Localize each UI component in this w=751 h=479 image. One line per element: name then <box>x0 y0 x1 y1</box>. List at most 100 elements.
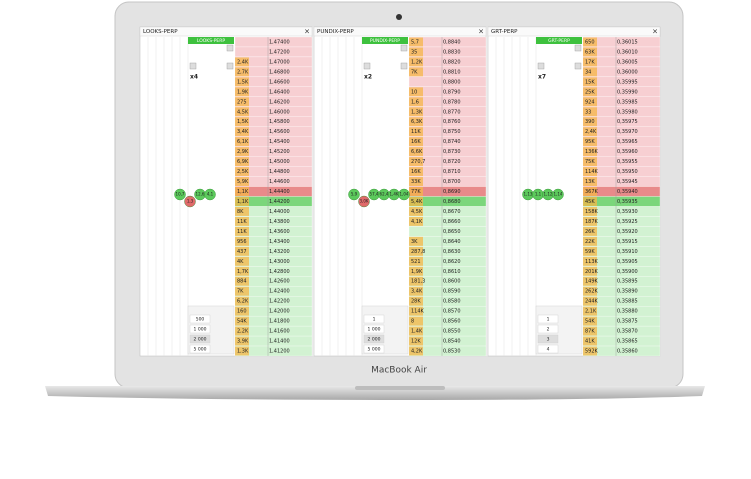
volume: 2,9K <box>237 149 249 155</box>
price: 0,35945 <box>617 179 638 185</box>
price: 0,35920 <box>617 229 638 235</box>
size-button[interactable] <box>537 334 559 344</box>
size-label: 1 000 <box>368 327 381 333</box>
volume-bar <box>583 246 597 256</box>
price: 0,8840 <box>443 39 461 45</box>
price: 1,47000 <box>269 59 290 65</box>
volume-bar <box>583 87 597 97</box>
price: 1,41600 <box>269 329 290 335</box>
volume: 2,5K <box>237 169 249 175</box>
trade-bubble-label: 62,4 <box>380 192 389 197</box>
volume-bar <box>235 316 249 326</box>
volume: 8 <box>411 319 414 325</box>
price: 0,35900 <box>617 269 638 275</box>
volume: 4K <box>237 259 244 265</box>
volume: 4,5K <box>411 209 423 215</box>
volume-bar <box>235 157 249 167</box>
volume: 26K <box>585 229 595 235</box>
volume-bar <box>583 296 597 306</box>
size-button[interactable] <box>537 344 559 354</box>
price: 0,35980 <box>617 109 638 115</box>
size-button[interactable] <box>537 324 559 334</box>
volume-bar <box>409 47 423 57</box>
volume: 201K <box>585 269 599 275</box>
chart-button[interactable] <box>363 62 371 70</box>
volume-bar <box>235 286 249 296</box>
symbol-badge <box>362 37 408 44</box>
volume-bar <box>583 127 597 137</box>
size-button[interactable] <box>189 344 211 354</box>
volume: 275 <box>237 99 247 105</box>
price: 1,43200 <box>269 249 290 255</box>
volume: 1,1K <box>237 199 249 205</box>
size-button[interactable] <box>189 324 211 334</box>
size-button[interactable] <box>363 334 385 344</box>
price: 0,35865 <box>617 339 638 345</box>
volume: 4,2K <box>411 349 423 355</box>
percent-button[interactable] <box>574 62 582 70</box>
size-button[interactable] <box>363 314 385 324</box>
price: 0,35895 <box>617 279 638 285</box>
price: 0,35885 <box>617 299 638 305</box>
price: 0,8770 <box>443 109 461 115</box>
volume: 2,4K <box>237 59 249 65</box>
price: 1,42200 <box>269 299 290 305</box>
price: 0,8690 <box>443 189 461 195</box>
volume: 650 <box>585 39 595 45</box>
size-button[interactable] <box>363 324 385 334</box>
settings-button[interactable] <box>226 44 234 52</box>
price: 1,42400 <box>269 289 290 295</box>
volume: 262K <box>585 289 599 295</box>
volume-bar <box>583 266 597 276</box>
volume: 1,9K <box>237 89 249 95</box>
percent-button[interactable] <box>400 62 408 70</box>
price: 1,45000 <box>269 159 290 165</box>
volume: 114K <box>585 169 599 175</box>
price: 1,44200 <box>269 199 290 205</box>
price: 1,43600 <box>269 229 290 235</box>
price: 0,8700 <box>443 179 461 185</box>
price: 1,44000 <box>269 209 290 215</box>
size-button[interactable] <box>189 314 211 324</box>
settings-button[interactable] <box>574 44 582 52</box>
volume-bar <box>583 336 597 346</box>
price: 0,35910 <box>617 249 638 255</box>
panel-title: GRT-PERP <box>491 29 518 35</box>
volume: 1,9K <box>411 269 423 275</box>
volume-bar <box>235 216 249 226</box>
size-button[interactable] <box>537 314 559 324</box>
trade-bubble-label: 10,7 <box>176 192 185 197</box>
device-label: MacBook Air <box>371 366 427 376</box>
chart-button[interactable] <box>189 62 197 70</box>
volume-bar <box>409 177 423 187</box>
volume-bar <box>409 137 423 147</box>
close-button[interactable]: × <box>304 28 310 36</box>
volume: 35 <box>411 49 417 55</box>
volume: 1,7K <box>237 269 249 275</box>
size-button[interactable] <box>363 344 385 354</box>
price: 0,8670 <box>443 209 461 215</box>
volume-bar <box>235 97 249 107</box>
price: 1,42600 <box>269 279 290 285</box>
price: 0,35965 <box>617 139 638 145</box>
volume-bar <box>235 57 249 67</box>
volume-bar <box>235 197 249 206</box>
symbol-badge <box>188 37 234 44</box>
camera <box>396 14 402 20</box>
price: 0,8610 <box>443 269 461 275</box>
volume: 437 <box>237 249 247 255</box>
volume: 59K <box>585 249 595 255</box>
close-button[interactable]: × <box>652 28 658 36</box>
close-button[interactable]: × <box>478 28 484 36</box>
volume-bar <box>583 187 597 196</box>
size-button[interactable] <box>189 334 211 344</box>
price: 0,35915 <box>617 239 638 245</box>
chart-button[interactable] <box>537 62 545 70</box>
price: 0,8710 <box>443 169 461 175</box>
settings-button[interactable] <box>400 44 408 52</box>
volume-bar <box>235 177 249 187</box>
percent-button[interactable] <box>226 62 234 70</box>
volume-bar <box>409 127 423 137</box>
volume-bar <box>409 346 423 356</box>
volume: 75K <box>585 159 595 165</box>
